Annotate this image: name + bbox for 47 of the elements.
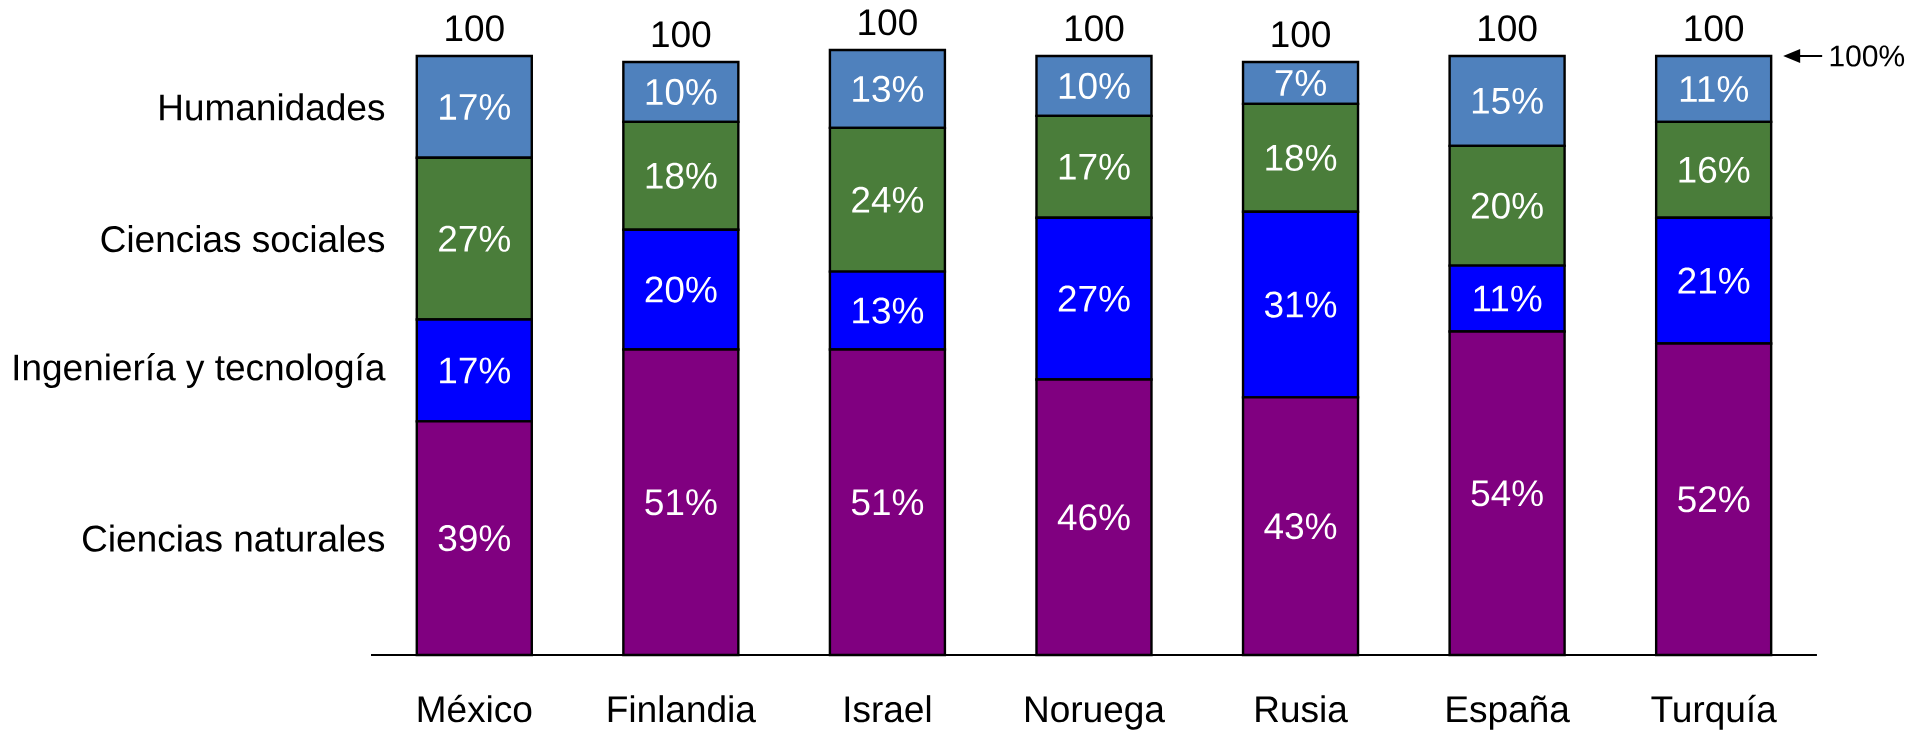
data-label: 52% bbox=[1678, 486, 1750, 513]
total-label: 100 bbox=[1685, 15, 1744, 42]
data-label: 20% bbox=[645, 276, 717, 303]
data-label: 16% bbox=[1679, 156, 1750, 183]
total-label: 100 bbox=[446, 15, 504, 42]
data-label: 10% bbox=[1059, 72, 1130, 100]
data-label: 13% bbox=[853, 297, 924, 324]
x-tick-label: Rusia bbox=[1256, 695, 1348, 723]
data-label: 21% bbox=[1678, 267, 1750, 294]
x-tick-label: Israel bbox=[845, 695, 931, 723]
series-label: Humanidades bbox=[160, 93, 385, 121]
total-label: 100 bbox=[1272, 21, 1330, 48]
data-label: 31% bbox=[1264, 291, 1337, 318]
data-label: 15% bbox=[1472, 87, 1543, 114]
data-label: 17% bbox=[1059, 153, 1130, 180]
data-label: 51% bbox=[851, 489, 924, 516]
x-tick-label: España bbox=[1447, 695, 1570, 730]
total-label: 100 bbox=[859, 9, 917, 36]
data-label: 24% bbox=[852, 186, 924, 213]
text: 100% bbox=[1830, 45, 1905, 67]
series-label: Ciencias naturales bbox=[83, 524, 385, 552]
x-tick-label: Turquía bbox=[1651, 694, 1777, 730]
total-label: 100 bbox=[652, 21, 711, 48]
total-label: 100 bbox=[1479, 15, 1537, 42]
data-label: 27% bbox=[1058, 285, 1130, 312]
x-tick-label: Finlandia bbox=[608, 695, 756, 723]
data-label: 18% bbox=[1266, 144, 1337, 171]
data-label: 20% bbox=[1471, 192, 1543, 219]
data-label: 51% bbox=[645, 489, 717, 516]
data-label: 7% bbox=[1275, 70, 1326, 96]
data-label: 54% bbox=[1471, 480, 1543, 507]
data-label: 17% bbox=[440, 93, 510, 120]
data-label: 17% bbox=[440, 357, 510, 384]
data-label: 11% bbox=[1680, 76, 1748, 102]
series-label: Ingeniería y tecnología bbox=[14, 353, 386, 388]
x-tick-label: Noruega bbox=[1026, 696, 1165, 730]
data-label: 39% bbox=[438, 525, 510, 552]
data-label: 13% bbox=[853, 75, 924, 103]
total-label: 100 bbox=[1065, 15, 1124, 42]
data-label: 10% bbox=[646, 78, 717, 106]
data-label: 11% bbox=[1474, 285, 1542, 312]
data-label: 18% bbox=[646, 162, 717, 189]
data-label: 43% bbox=[1264, 513, 1337, 540]
x-tick-label: México bbox=[418, 694, 532, 723]
series-label: Ciencias sociales bbox=[101, 225, 385, 253]
data-label: 46% bbox=[1057, 504, 1130, 531]
data-label: 27% bbox=[439, 225, 510, 252]
